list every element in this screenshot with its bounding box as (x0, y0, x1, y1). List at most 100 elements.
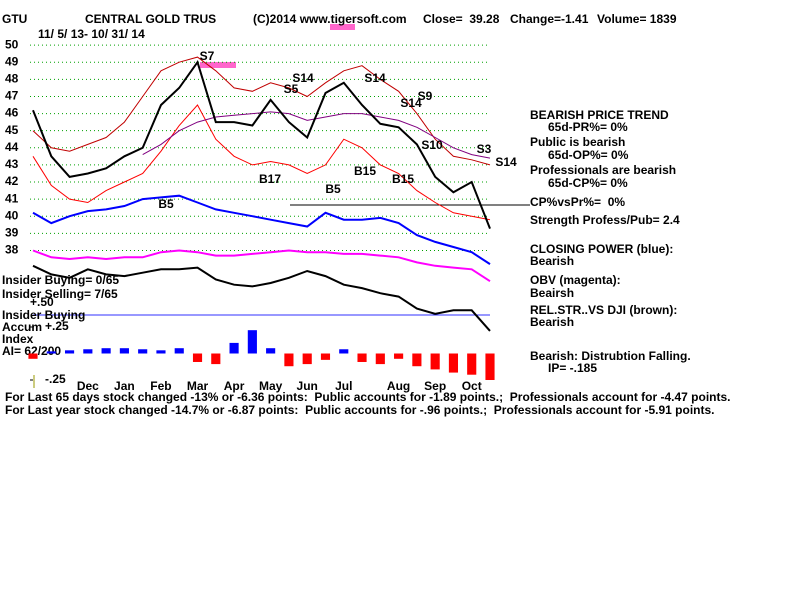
signal-marker (330, 24, 355, 30)
panel-text: CP%vsPr%= 0% (530, 195, 625, 209)
ai-bar (266, 348, 276, 354)
signal-marker (200, 62, 236, 68)
y-tick-label: 44 (5, 140, 19, 154)
ai-bar (375, 353, 385, 365)
y-tick-label: 42 (5, 174, 19, 188)
ai-bar (83, 349, 93, 354)
panel-text: Strength Profess/Pub= 2.4 (530, 213, 680, 227)
panel-text: Bearish (530, 315, 574, 329)
panel-text: Public is bearish (530, 135, 625, 149)
series-line (32, 194, 491, 265)
x-tick-label: Jul (335, 379, 352, 393)
ai-bar (430, 353, 440, 370)
x-tick-label: Jun (297, 379, 318, 393)
y-tick-label: 40 (5, 208, 19, 222)
series-line (142, 111, 491, 159)
x-tick-label: May (259, 379, 283, 393)
series-line (32, 59, 491, 229)
signal-label: S3 (477, 142, 492, 156)
panel-text: CLOSING POWER (blue): (530, 242, 673, 256)
panel-text: BEARISH PRICE TREND (530, 108, 669, 122)
signal-label: S14 (364, 71, 386, 85)
left-text: +.50 (30, 295, 54, 309)
y-tick-label: +.25 (45, 319, 69, 333)
ai-bar (101, 348, 111, 354)
ai-bar (64, 350, 75, 354)
panel-text: Professionals are bearish (530, 163, 676, 177)
y-tick-label: 39 (5, 226, 19, 240)
signal-label: S14 (495, 155, 517, 169)
y-tick-label: 50 (5, 37, 19, 51)
left-text: Index (2, 332, 34, 346)
panel-text: Bearish (530, 254, 574, 268)
signal-label: S5 (284, 82, 299, 96)
y-tick-label: 41 (5, 191, 19, 205)
footer: For Last 65 days stock changed -13% or -… (5, 390, 731, 404)
x-tick-label: Oct (462, 379, 482, 393)
signal-label: B15 (392, 172, 414, 186)
ai-bar (247, 330, 257, 354)
series-line (32, 264, 491, 332)
series-line (32, 249, 491, 283)
panel-text: REL.STR..VS DJI (brown): (530, 303, 677, 317)
signal-label: S7 (200, 49, 215, 63)
panel-text: 65d-OP%= 0% (548, 148, 629, 162)
series-line (32, 104, 491, 221)
ai-bar (448, 353, 459, 373)
x-tick-label: Apr (224, 379, 245, 393)
ai-bar (156, 350, 166, 354)
y-tick-label: 43 (5, 157, 19, 171)
y-tick-label: -.25 (45, 372, 66, 386)
panel-text: 65d-CP%= 0% (548, 176, 628, 190)
y-tick-label: 45 (5, 123, 19, 137)
panel-text: OBV (magenta): (530, 273, 621, 287)
ai-bar (467, 353, 477, 375)
panel-text: Beairsh (530, 286, 574, 300)
ai-bar (28, 353, 38, 359)
signal-label: S14 (400, 96, 422, 110)
left-text: Insider Buying (2, 308, 85, 322)
change: Change=-1.41 (510, 12, 589, 26)
x-tick-label: Jan (114, 379, 135, 393)
date-range: 11/ 5/ 13- 10/ 31/ 14 (38, 27, 145, 41)
x-tick-label: Sep (424, 379, 446, 393)
ai-bar (192, 353, 203, 362)
signal-label: B15 (354, 164, 376, 178)
x-tick-label: Aug (387, 379, 410, 393)
left-text: AI= 62/200 (2, 344, 61, 358)
x-tick-label: Feb (150, 379, 171, 393)
volume: Volume= 1839 (597, 12, 677, 26)
ai-bar (412, 353, 422, 367)
signal-label: B5 (325, 182, 341, 196)
signal-label: B17 (259, 172, 281, 186)
ai-bar (211, 353, 221, 365)
panel-text: 65d-PR%= 0% (548, 120, 628, 134)
footer: For Last year stock changed -14.7% or -6… (5, 403, 715, 417)
ai-bar (174, 348, 184, 354)
y-tick-label: 38 (5, 243, 19, 257)
signal-label: S14 (292, 71, 314, 85)
y-tick-label: 47 (5, 89, 19, 103)
y-tick-label: 48 (5, 72, 19, 86)
x-tick-label: Mar (187, 379, 209, 393)
left-text: Insider Selling= 7/65 (2, 287, 118, 301)
ai-bar (320, 353, 331, 360)
panel-text: Bearish: Distrubtion Falling. (530, 349, 691, 363)
series-line (32, 56, 491, 166)
site: (C)2014 www.tigersoft.com (253, 12, 407, 26)
ai-bar (229, 342, 239, 354)
left-text: Insider Buying= 0/65 (2, 273, 119, 287)
ai-bar (485, 353, 495, 380)
ticker: GTU (2, 12, 27, 26)
close: Close= 39.28 (423, 12, 500, 26)
x-tick-label: Dec (77, 379, 99, 393)
signal-label: S9 (418, 89, 433, 103)
company: CENTRAL GOLD TRUS (85, 12, 216, 26)
ai-bar (284, 353, 294, 367)
ai-bar (46, 351, 56, 354)
ai-bar (357, 353, 367, 362)
ai-bar (119, 348, 129, 354)
y-tick-label: 49 (5, 54, 19, 68)
